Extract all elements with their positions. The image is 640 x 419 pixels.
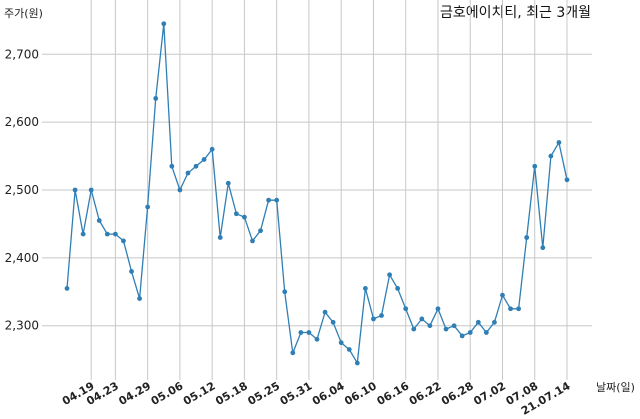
data-point (306, 330, 312, 335)
data-point (419, 316, 425, 322)
x-tick-label: 05.25 (246, 379, 283, 408)
data-point (258, 228, 263, 234)
data-point (459, 333, 465, 339)
data-point (266, 197, 272, 203)
data-point (483, 330, 489, 335)
price-series (64, 21, 570, 366)
x-tick-label: 05.18 (213, 379, 250, 408)
x-tick-label: 07.02 (471, 379, 508, 408)
data-point (427, 323, 433, 329)
data-point (354, 360, 360, 366)
x-tick-label: 06.22 (407, 379, 444, 408)
data-point (500, 292, 505, 298)
x-tick-label: 05.31 (278, 379, 315, 408)
y-tick-label: 2,600 (5, 115, 39, 129)
data-point (532, 163, 538, 169)
data-point (233, 211, 239, 217)
data-point (443, 326, 449, 332)
data-point (201, 157, 207, 162)
data-point (314, 336, 320, 342)
data-point (564, 177, 570, 183)
data-point (185, 170, 191, 176)
data-point (129, 269, 134, 274)
data-point (516, 306, 522, 312)
data-point (153, 95, 159, 101)
x-gridlines (90, 0, 568, 380)
data-point (290, 350, 296, 356)
x-tick-label: 05.12 (181, 379, 218, 408)
y-tick-label: 2,400 (5, 251, 39, 265)
data-point (298, 330, 304, 335)
data-point (403, 306, 409, 312)
x-tick-label: 06.28 (439, 379, 476, 408)
data-point (193, 163, 199, 169)
data-point (209, 146, 215, 152)
y-tick-label: 2,700 (5, 47, 39, 61)
data-point (524, 235, 530, 240)
data-point (88, 187, 94, 193)
data-point (540, 245, 546, 251)
data-point (338, 340, 344, 346)
y-tick-label: 2,500 (5, 183, 39, 197)
x-axis-label: 날짜(일) (596, 380, 635, 394)
data-point (274, 197, 280, 203)
y-tick-label: 2,300 (5, 319, 39, 333)
data-point (467, 330, 473, 335)
y-gridlines (42, 53, 592, 327)
x-tick-label: 06.16 (375, 379, 412, 408)
x-tick-label: 06.10 (342, 379, 379, 408)
data-point (362, 285, 368, 291)
data-point (556, 140, 562, 145)
data-point (161, 21, 167, 27)
data-point (225, 180, 231, 186)
data-point (475, 319, 481, 325)
data-point (121, 238, 126, 244)
data-point (250, 238, 255, 244)
data-point (330, 319, 336, 325)
data-point (177, 187, 183, 193)
data-point (411, 326, 417, 332)
data-point (435, 306, 441, 312)
data-point (508, 306, 513, 312)
series-line (66, 23, 568, 366)
x-tick-label: 06.04 (310, 379, 347, 408)
data-point (217, 235, 223, 240)
data-point (64, 285, 70, 291)
y-tick-labels: 2,300 2,400 2,500 2,600 2,700 (5, 47, 39, 332)
y-axis-label: 주가(원) (4, 7, 43, 20)
chart-title: 금호에이치티, 최근 3개월 (440, 5, 591, 21)
x-tick-label: 04.29 (117, 379, 154, 408)
data-point (395, 285, 401, 291)
data-point (451, 323, 457, 329)
data-point (112, 231, 118, 237)
data-point (346, 347, 352, 352)
data-point (548, 153, 554, 159)
data-point (104, 231, 110, 237)
data-point (282, 289, 288, 295)
data-point (80, 231, 86, 237)
x-tick-labels: 04.1904.2304.2905.0605.1205.1805.2505.31… (60, 379, 573, 418)
data-point (169, 163, 175, 169)
data-point (72, 187, 78, 193)
data-point (387, 272, 392, 278)
data-point (137, 296, 142, 301)
data-point (379, 313, 384, 318)
data-point (96, 218, 102, 223)
data-point (145, 204, 151, 210)
data-point (242, 214, 247, 220)
data-point (322, 309, 328, 315)
data-point (371, 316, 376, 322)
x-tick-label: 05.06 (149, 379, 186, 408)
data-point (492, 319, 497, 325)
